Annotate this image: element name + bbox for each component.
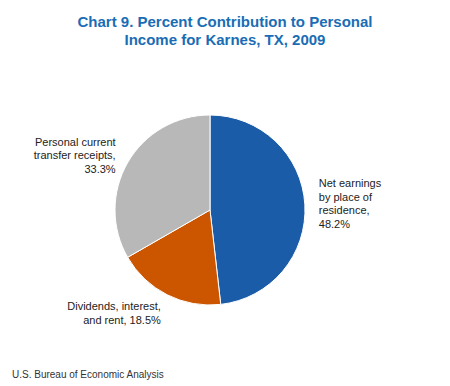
pie bbox=[115, 115, 305, 305]
title: Chart 9. Percent Contribution to Persona… bbox=[77, 13, 372, 48]
data-label: Dividends, interest,and rent, 18.5% bbox=[67, 300, 161, 326]
pie-slice bbox=[210, 115, 305, 304]
chart: Chart 9. Percent Contribution to Persona… bbox=[0, 0, 450, 386]
data-label: Personal currenttransfer receipts,33.3% bbox=[34, 136, 116, 175]
data-label: Net earningsby place ofresidence,48.2% bbox=[319, 177, 382, 230]
pie-slice bbox=[115, 115, 210, 257]
footnote: U.S. Bureau of Economic Analysis bbox=[12, 369, 164, 380]
